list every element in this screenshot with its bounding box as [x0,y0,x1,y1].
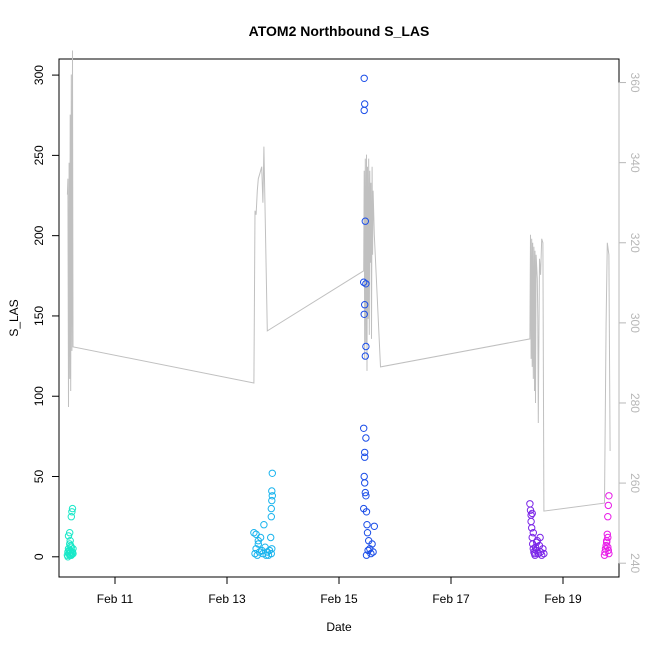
scatter-point-3-13 [534,549,542,558]
scatter-point-1-14 [254,537,262,545]
scatter-point-1-21 [267,533,275,542]
scatter-point-3-3 [528,524,536,532]
y-left-tick-label-6: 300 [32,65,46,85]
y-left-tick-label-3: 150 [32,306,46,326]
scatter-point-3-21 [529,529,537,537]
scatter-point-2-4 [361,217,369,225]
scatter-point-4-10 [604,501,612,510]
scatter-point-2-3 [360,106,368,115]
scatter-point-0-19 [65,546,73,555]
scatter-point-3-22 [533,538,541,546]
y-right-tick-label-4: 320 [628,233,642,253]
scatter-point-2-6 [361,301,369,309]
scatter-point-2-10 [360,424,368,432]
x-tick-label-3: Feb 17 [432,592,470,606]
y-left-tick-label-1: 50 [32,470,46,484]
scatter-point-0-14 [68,504,77,513]
scatter-point-2-5 [362,280,370,288]
scatter-point-1-0 [251,549,259,558]
scatter-point-2-26 [369,548,377,556]
scatter-point-4-9 [604,513,612,521]
scatter-point-4-12 [603,538,611,546]
scatter-point-3-23 [536,533,544,542]
scatter-point-2-15 [361,479,369,487]
x-tick-label-2: Feb 15 [320,592,358,606]
scatter-point-1-24 [264,551,273,559]
scatter-point-2-12 [361,448,369,457]
scatter-point-4-7 [604,546,612,555]
scatter-point-2-8 [362,342,370,351]
scatter-point-2-19 [362,508,371,516]
scatter-point-2-7 [360,310,368,318]
scatter-point-3-18 [540,549,548,558]
scatter-point-3-10 [531,543,540,551]
scatter-point-2-28 [362,551,371,559]
scatter-point-1-22 [268,545,276,553]
scatter-point-0-23 [66,551,74,559]
scatter-point-1-18 [268,469,276,477]
y-axis-label: S_LAS [7,299,21,336]
scatter-point-2-0 [360,278,368,286]
y-right-tick-label-5: 340 [628,153,642,173]
scatter-point-3-2 [527,517,535,526]
scatter-point-2-1 [360,74,368,83]
y-right-tick-label-0: 240 [628,553,642,573]
scatter-point-2-27 [370,522,378,530]
scatter-point-2-16 [361,488,369,497]
series-line-0 [66,50,611,512]
y-right-tick-label-1: 260 [628,473,642,493]
scatter-point-2-17 [362,492,370,500]
scatter-point-0-10 [64,532,73,540]
scatter-point-4-8 [605,549,613,558]
y-left-tick-label-2: 100 [32,386,46,406]
plot-area: Feb 11 Feb 13 Feb 15 Feb 17 Feb 19 0 50 100 150 2… [32,50,642,606]
y-right-tick-label-6: 360 [628,73,642,93]
scatter-point-1-13 [252,530,260,538]
scatter-point-0-15 [66,537,74,545]
scatter-point-0-12 [67,513,76,521]
scatter-point-2-20 [363,521,371,529]
scatter-point-1-15 [267,504,275,513]
scatter-point-4-11 [605,492,613,500]
scatter-point-1-19 [267,513,275,521]
y-right-tick-label-2: 280 [628,393,642,413]
scatter-point-1-4 [255,548,264,556]
x-tick-label-0: Feb 11 [97,592,134,606]
scatter-point-2-21 [363,529,372,537]
scatter-point-4-5 [603,530,611,538]
scatter-point-2-9 [361,352,369,360]
y-left-tick-label-0: 0 [32,553,46,560]
scatter-point-2-2 [361,100,369,108]
scatter-point-0-22 [67,548,75,556]
scatter-point-2-14 [360,472,368,481]
scatter-point-2-29 [364,546,372,555]
y-right-tick-label-3: 300 [628,313,642,333]
scatter-point-1-25 [265,546,274,555]
scatter-point-0-11 [66,529,74,537]
scatter-point-1-20 [268,492,276,500]
chart-title: ATOM2 Northbound S_LAS [249,23,430,39]
scatter-point-2-13 [361,453,369,461]
scatter-point-0-13 [68,508,76,516]
scatter-point-1-17 [268,487,276,495]
scatter-point-3-20 [528,509,536,518]
x-tick-label-4: Feb 19 [544,592,582,606]
scatter-point-3-0 [526,500,534,508]
scatter-point-4-13 [604,533,612,542]
scatter-point-2-25 [368,540,376,548]
scatter-point-1-3 [254,540,262,548]
y-left-tick-label-4: 200 [32,225,46,245]
scatter-point-3-19 [527,511,535,519]
scatter-point-1-12 [250,529,258,537]
x-tick-label-1: Feb 13 [208,592,246,606]
y-left-tick-label-5: 250 [32,145,46,165]
scatter-point-1-16 [268,496,276,505]
scatter-point-3-17 [539,545,547,553]
scatter-point-1-8 [260,521,268,529]
scatter-point-4-3 [602,541,610,550]
x-axis-label: Date [326,620,352,634]
scatter-point-2-11 [362,434,370,442]
